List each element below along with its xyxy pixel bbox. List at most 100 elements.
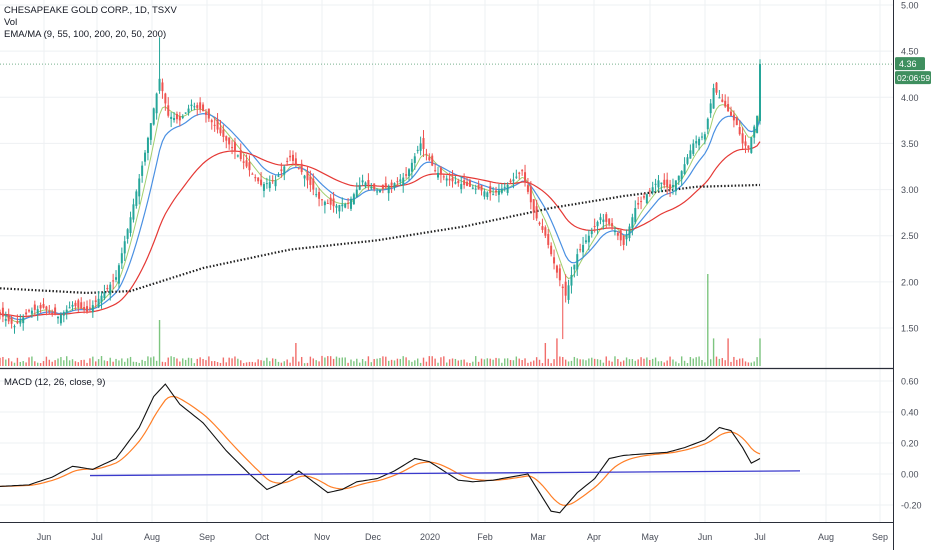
time-tick-label: Sep bbox=[872, 532, 888, 542]
volume-bar bbox=[469, 362, 471, 366]
volume-bar bbox=[759, 338, 761, 366]
candle-body bbox=[564, 281, 567, 296]
volume-bar bbox=[564, 359, 567, 366]
volume-bar bbox=[446, 362, 448, 366]
volume-bar bbox=[695, 357, 697, 366]
candle-body bbox=[526, 185, 529, 192]
volume-bar bbox=[538, 359, 541, 366]
volume-bar bbox=[582, 359, 584, 366]
candle-body bbox=[503, 186, 506, 188]
volume-bar bbox=[457, 360, 460, 366]
candle-body bbox=[294, 158, 297, 165]
volume-bar bbox=[741, 358, 744, 366]
volume-bar bbox=[422, 357, 425, 366]
time-tick-label: Jul bbox=[754, 532, 766, 542]
volume-bar bbox=[277, 361, 280, 366]
macd-layer bbox=[0, 383, 801, 514]
candle-body bbox=[741, 133, 744, 144]
volume-bar bbox=[388, 360, 390, 366]
candle-body bbox=[202, 104, 205, 112]
volume-bar bbox=[39, 363, 42, 366]
volume-bar bbox=[495, 357, 497, 366]
volume-bar bbox=[591, 357, 593, 366]
volume-bar bbox=[356, 358, 358, 366]
candle-body bbox=[228, 137, 231, 145]
candle-body bbox=[680, 171, 683, 180]
volume-bar bbox=[370, 362, 372, 366]
volume-bar bbox=[8, 358, 10, 366]
volume-bar bbox=[570, 360, 573, 366]
candle-body bbox=[677, 175, 680, 181]
candle-body bbox=[596, 221, 599, 227]
volume-bar bbox=[608, 360, 610, 366]
volume-bar bbox=[646, 357, 648, 366]
candle-body bbox=[68, 307, 71, 309]
volume-bar bbox=[184, 359, 187, 366]
volume-bar bbox=[77, 362, 80, 366]
candle-body bbox=[126, 229, 129, 239]
time-tick-label: Mar bbox=[530, 532, 546, 542]
volume-bar bbox=[660, 361, 663, 366]
volume-bar bbox=[448, 359, 451, 366]
volume-bar bbox=[709, 359, 712, 366]
price-tick-label: 4.50 bbox=[901, 47, 919, 57]
volume-bar bbox=[382, 356, 384, 366]
volume-bar bbox=[286, 359, 288, 366]
candle-body bbox=[289, 155, 292, 158]
volume-bar bbox=[86, 362, 88, 366]
volume-bar bbox=[324, 357, 326, 366]
volume-bar bbox=[95, 361, 97, 366]
volume-bar bbox=[103, 360, 106, 366]
candle-body bbox=[732, 114, 735, 121]
macd-line bbox=[0, 383, 761, 514]
candle-body bbox=[402, 177, 405, 186]
candle-body bbox=[94, 300, 97, 302]
volume-bar bbox=[231, 358, 233, 366]
candle-body bbox=[112, 280, 115, 282]
candle-body bbox=[152, 108, 155, 125]
volume-bar bbox=[48, 359, 51, 366]
volume-bar bbox=[196, 358, 198, 366]
candle-body bbox=[135, 191, 138, 206]
candle-body bbox=[39, 305, 42, 309]
volume-bar bbox=[747, 362, 750, 366]
candle-body bbox=[692, 143, 695, 154]
candle-body bbox=[132, 204, 135, 220]
volume-bar bbox=[358, 362, 361, 366]
candle-body bbox=[576, 254, 579, 270]
candle-body bbox=[51, 312, 54, 314]
candle-body bbox=[216, 119, 219, 130]
volume-bar bbox=[437, 362, 439, 366]
candle-body bbox=[10, 317, 13, 324]
candle-body bbox=[138, 178, 141, 197]
candle-body bbox=[222, 129, 225, 137]
volume-bar bbox=[309, 356, 312, 366]
volume-bar bbox=[596, 359, 599, 366]
volume-bar bbox=[588, 358, 590, 366]
candle-body bbox=[419, 143, 422, 151]
candle-body bbox=[30, 310, 33, 314]
candle-body bbox=[495, 190, 498, 193]
volume-bar bbox=[454, 358, 457, 366]
candle-body bbox=[42, 303, 45, 308]
candle-body bbox=[605, 214, 608, 222]
time-badge-text: 02:06:59 bbox=[897, 73, 930, 83]
time-tick-label: Jun bbox=[37, 532, 52, 542]
candle-body bbox=[660, 182, 663, 184]
volume-bar bbox=[245, 362, 248, 366]
candle-body bbox=[190, 104, 193, 107]
candle-body bbox=[489, 186, 492, 194]
macd-label: MACD (12, 26, close, 9) bbox=[4, 377, 106, 388]
time-tick-label: Sep bbox=[199, 532, 215, 542]
candle-body bbox=[582, 244, 585, 253]
volume-bar bbox=[585, 360, 587, 366]
candle-body bbox=[231, 147, 234, 149]
time-tick-label: Dec bbox=[365, 532, 382, 542]
volume-bar bbox=[666, 360, 668, 366]
volume-bar bbox=[686, 363, 689, 366]
candle-body bbox=[558, 268, 561, 281]
volume-bar bbox=[483, 359, 486, 366]
volume-bar bbox=[237, 358, 239, 366]
ma-mid-line bbox=[0, 141, 761, 318]
volume-bar bbox=[434, 358, 436, 366]
